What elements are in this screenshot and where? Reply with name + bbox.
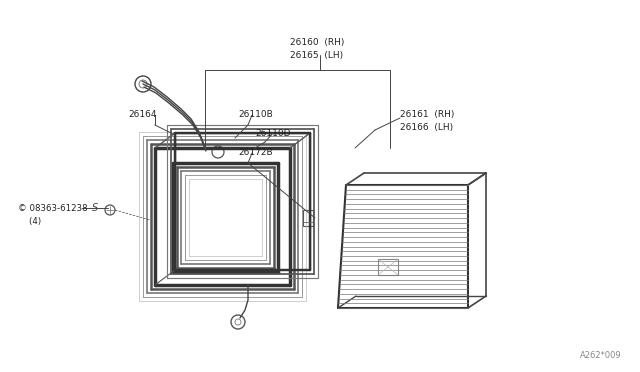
Text: (4): (4) xyxy=(18,217,41,226)
Text: 26161  (RH): 26161 (RH) xyxy=(400,110,454,119)
Text: 26164: 26164 xyxy=(128,110,157,119)
Text: S: S xyxy=(92,203,98,213)
Text: 26172B: 26172B xyxy=(238,148,273,157)
Text: © 08363-61238: © 08363-61238 xyxy=(18,204,88,213)
Text: 26110D: 26110D xyxy=(255,129,291,138)
Text: A262*009: A262*009 xyxy=(580,351,622,360)
Text: 26110B: 26110B xyxy=(238,110,273,119)
Text: 26160  (RH): 26160 (RH) xyxy=(290,38,344,47)
Text: 26166  (LH): 26166 (LH) xyxy=(400,123,453,132)
Bar xyxy=(378,259,398,275)
Text: 26165  (LH): 26165 (LH) xyxy=(290,51,343,60)
Bar xyxy=(303,210,313,226)
